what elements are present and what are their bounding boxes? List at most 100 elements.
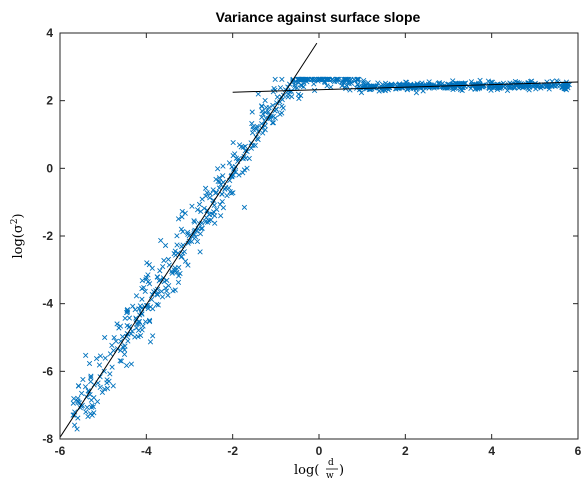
y-axis-label: log(σ2)	[10, 213, 26, 258]
data-point	[83, 409, 89, 415]
data-point	[270, 120, 277, 126]
data-point	[399, 85, 405, 91]
data-point	[538, 85, 544, 91]
x-tick-label: -2	[227, 444, 238, 458]
data-point	[89, 412, 95, 418]
data-point	[146, 317, 153, 323]
data-point	[526, 87, 532, 93]
data-point	[420, 88, 426, 94]
data-point	[144, 260, 150, 266]
y-tick-label: 0	[46, 161, 53, 175]
data-point	[174, 242, 180, 248]
data-point	[97, 384, 103, 390]
data-point	[199, 196, 205, 202]
data-point	[89, 402, 95, 409]
data-point	[274, 94, 281, 100]
data-point	[137, 303, 143, 309]
data-point	[270, 113, 276, 120]
data-point	[124, 307, 131, 313]
data-point	[215, 178, 221, 185]
data-point	[93, 356, 100, 362]
data-point	[216, 175, 223, 181]
data-point	[114, 321, 120, 327]
data-point	[259, 103, 265, 110]
data-point	[228, 190, 235, 196]
y-axis-ticks: -8 -6 -4 -2 0 2 4	[42, 26, 578, 446]
data-point	[233, 155, 239, 161]
data-point	[111, 334, 117, 341]
data-point	[564, 83, 570, 89]
data-point	[107, 351, 114, 357]
data-point	[252, 142, 258, 149]
data-point	[211, 202, 217, 208]
data-point	[362, 82, 368, 88]
data-point	[262, 109, 269, 115]
data-point	[386, 82, 393, 88]
data-point	[212, 220, 218, 226]
data-point	[102, 355, 108, 361]
x-axis-ticks: -6 -4 -2 0 2 4 6	[55, 33, 582, 458]
data-point	[113, 338, 119, 344]
data-point	[122, 315, 128, 321]
data-point	[143, 274, 149, 281]
data-point	[528, 78, 535, 84]
data-point	[110, 383, 116, 389]
data-point	[172, 287, 178, 293]
data-point	[86, 360, 93, 367]
data-point	[240, 156, 246, 162]
data-point	[279, 76, 285, 82]
data-point	[374, 83, 380, 89]
data-point	[176, 264, 182, 271]
chart-title: Variance against surface slope	[216, 9, 421, 25]
data-point	[274, 100, 280, 106]
data-point	[249, 120, 255, 127]
data-point	[249, 109, 255, 115]
data-point	[78, 390, 85, 396]
data-point	[230, 139, 236, 146]
data-point	[117, 347, 124, 354]
data-point	[238, 144, 244, 150]
data-point	[189, 203, 195, 209]
data-point	[145, 305, 151, 312]
x-tick-label: -4	[141, 444, 152, 458]
x-tick-label: -6	[55, 444, 66, 458]
data-point	[184, 229, 191, 236]
data-point	[191, 218, 197, 224]
data-point	[279, 110, 285, 116]
data-point	[263, 115, 269, 122]
data-point	[448, 84, 454, 90]
data-point	[135, 319, 142, 325]
data-point	[202, 185, 209, 191]
data-point	[379, 84, 385, 90]
data-point	[240, 170, 246, 176]
data-point	[262, 127, 268, 133]
data-point	[460, 82, 467, 88]
data-point	[118, 358, 125, 364]
data-point	[71, 422, 78, 428]
data-point	[230, 190, 236, 196]
data-point	[203, 214, 210, 221]
data-point	[395, 85, 401, 91]
data-point	[220, 173, 226, 179]
data-point	[102, 334, 108, 341]
data-point	[259, 114, 265, 120]
data-point	[270, 89, 276, 95]
data-point	[244, 165, 250, 171]
data-point	[280, 105, 286, 111]
data-point	[226, 185, 232, 191]
data-point	[157, 268, 163, 274]
data-point	[269, 120, 276, 126]
data-point	[346, 76, 352, 82]
data-point	[311, 87, 318, 94]
svg-text:log(σ2): log(σ2)	[10, 213, 26, 258]
data-point	[414, 81, 420, 87]
data-point	[241, 167, 248, 173]
data-point	[199, 225, 205, 231]
data-point	[132, 334, 138, 340]
data-point	[288, 88, 294, 94]
data-point	[259, 108, 265, 114]
data-point	[109, 342, 115, 348]
data-point	[146, 262, 152, 268]
y-tick-label: -6	[42, 364, 53, 378]
